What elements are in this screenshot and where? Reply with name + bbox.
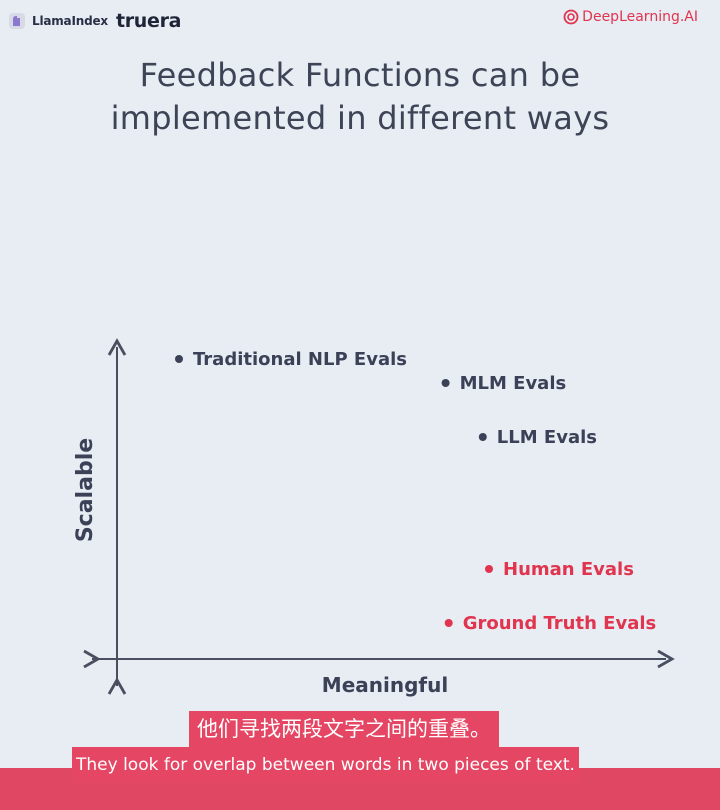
title-line-1: Feedback Functions can be [139,56,581,94]
title-line-2: implemented in different ways [110,99,610,137]
slide-title: Feedback Functions can be implemented in… [0,54,720,140]
point-marker-0 [175,355,183,363]
point-marker-2 [478,433,487,441]
deeplearning-logo: DeepLearning.AI [563,9,698,25]
llamaindex-logo-text: LlamaIndex [32,14,108,28]
y-axis-label: Scalable [73,438,98,542]
x-axis-label: Meaningful [322,673,448,697]
point-label-1: MLM Evals [460,373,567,394]
subtitle-english: They look for overlap between words in t… [72,747,579,783]
truera-logo-text: truera [115,10,182,32]
subtitle-chinese: 他们寻找两段文字之间的重叠。 [189,711,499,747]
point-label-2: LLM Evals [497,427,597,448]
point-marker-1 [441,379,450,387]
deeplearning-logo-text: DeepLearning.AI [582,9,698,25]
llamaindex-logo: LlamaIndex truera [8,10,182,32]
point-marker-3 [485,565,493,573]
points-group: Traditional NLP Evals MLM Evals LLM Evals H… [175,349,656,634]
deeplearning-icon [563,9,579,25]
point-marker-4 [444,619,453,627]
llama-icon [9,13,25,29]
point-label-4: Ground Truth Evals [463,613,657,634]
point-label-0: Traditional NLP Evals [193,349,407,370]
point-label-3: Human Evals [503,559,634,580]
